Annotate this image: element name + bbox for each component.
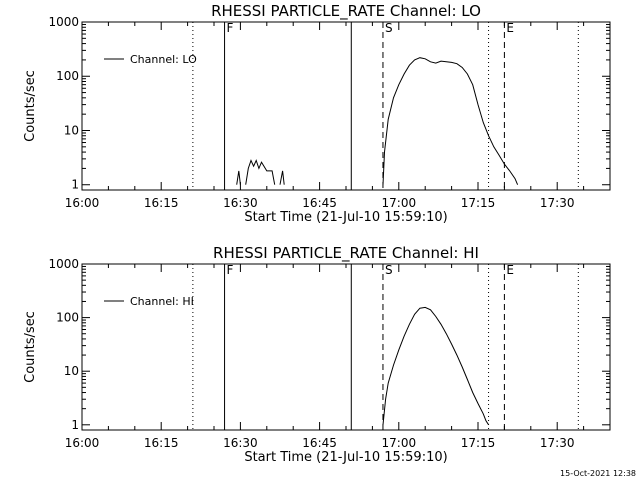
- x-tick-label: 17:30: [540, 436, 575, 450]
- y-tick-label: 1000: [48, 15, 79, 29]
- x-tick-label: 17:30: [540, 196, 575, 210]
- y-tick-label: 10: [64, 123, 79, 137]
- series-line: [279, 170, 285, 185]
- y-axis-label: Counts/sec: [23, 70, 38, 142]
- series-line: [382, 57, 519, 185]
- chart-title: RHESSI PARTICLE_RATE Channel: HI: [213, 244, 479, 263]
- chart-title: RHESSI PARTICLE_RATE Channel: LO: [211, 2, 481, 21]
- panel-hi: RHESSI PARTICLE_RATE Channel: HI 1000 100 1…: [23, 244, 611, 465]
- y-axis-label: Counts/sec: [23, 311, 38, 383]
- x-tick-label: 16:30: [223, 436, 258, 450]
- y-tick-label: 100: [56, 69, 79, 83]
- x-tick-label: 16:15: [144, 436, 179, 450]
- x-axis-label: Start Time (21-Jul-10 15:59:10): [244, 450, 447, 465]
- x-tick-label: 16:45: [302, 196, 337, 210]
- legend-entry: Channel: LO: [130, 53, 197, 66]
- timestamp: 15-Oct-2021 12:38: [560, 469, 636, 478]
- y-tick-label: 1: [71, 418, 79, 432]
- x-tick-label: 16:30: [223, 196, 258, 210]
- series-line: [245, 159, 276, 185]
- x-tick-label: 17:00: [382, 196, 417, 210]
- x-axis-label: Start Time (21-Jul-10 15:59:10): [244, 210, 447, 225]
- x-tick-label: 16:15: [144, 196, 179, 210]
- x-tick-label: 17:00: [382, 436, 417, 450]
- series-line: [236, 170, 241, 185]
- marker-label: F: [227, 263, 234, 277]
- marker-label: E: [506, 263, 514, 277]
- marker-label: E: [506, 21, 514, 35]
- marker-label: F: [227, 21, 234, 35]
- y-tick-label: 1: [71, 178, 79, 192]
- x-tick-label: 16:00: [65, 196, 100, 210]
- x-tick-label: 17:15: [461, 436, 496, 450]
- y-tick-label: 100: [56, 311, 79, 325]
- marker-label: S: [385, 263, 393, 277]
- panel-lo: RHESSI PARTICLE_RATE Channel: LO 1000 100 1…: [23, 2, 611, 225]
- marker-label: S: [385, 21, 393, 35]
- x-tick-label: 16:00: [65, 436, 100, 450]
- x-tick-label: 16:45: [302, 436, 337, 450]
- legend-entry: Channel: HI: [130, 295, 194, 308]
- plot-frame: [81, 263, 611, 431]
- series-line: [382, 306, 490, 426]
- y-tick-label: 1000: [48, 257, 79, 271]
- x-tick-label: 17:15: [461, 196, 496, 210]
- y-tick-label: 10: [64, 364, 79, 378]
- plot-frame: [81, 21, 611, 191]
